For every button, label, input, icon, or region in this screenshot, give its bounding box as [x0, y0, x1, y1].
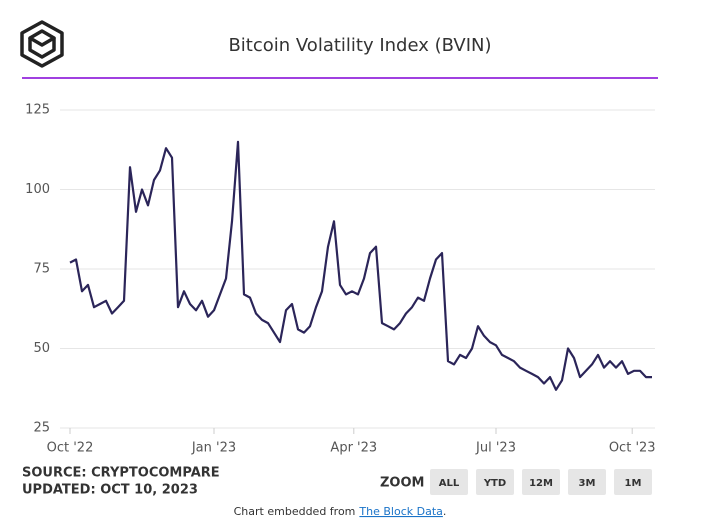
zoom-button-bg [614, 469, 652, 495]
x-tick-label: Jan '23 [191, 441, 236, 456]
y-tick-label: 100 [25, 182, 50, 197]
footer-link[interactable]: The Block Data [358, 505, 442, 518]
zoom-button-bg [522, 469, 560, 495]
y-tick-label: 50 [33, 341, 50, 356]
zoom-button-label[interactable]: 3M [579, 478, 596, 489]
footer: Chart embedded from The Block Data. [234, 505, 447, 518]
zoom-button[interactable]: 12M [522, 469, 560, 495]
zoom-button[interactable]: 3M [568, 469, 606, 495]
zoom-button-label[interactable]: YTD [483, 478, 506, 489]
y-tick-label: 125 [25, 103, 50, 118]
source-text: SOURCE: CRYPTOCOMPARE [22, 466, 220, 481]
zoom-button-bg [476, 469, 514, 495]
zoom-button-label[interactable]: 12M [529, 478, 553, 489]
x-tick-label: Jul '23 [475, 441, 516, 456]
zoom-button-label[interactable]: ALL [439, 478, 460, 489]
y-tick-label: 75 [33, 262, 50, 277]
chart-title: Bitcoin Volatility Index (BVIN) [228, 35, 491, 56]
x-tick-label: Apr '23 [330, 441, 377, 456]
logo [20, 20, 64, 68]
y-tick-label: 25 [33, 421, 50, 436]
zoom-button-label[interactable]: 1M [625, 478, 642, 489]
zoom-button[interactable]: 1M [614, 469, 652, 495]
series-line [69, 140, 652, 391]
x-tick-label: Oct '23 [609, 441, 656, 456]
x-tick-label: Oct '22 [47, 441, 94, 456]
footer-suffix: . [443, 505, 447, 518]
zoom-button-bg [568, 469, 606, 495]
zoom-label: ZOOM [380, 476, 424, 491]
zoom-button[interactable]: ALL [430, 469, 468, 495]
zoom-button[interactable]: YTD [476, 469, 514, 495]
updated-text: UPDATED: OCT 10, 2023 [22, 483, 198, 498]
footer-prefix: Chart embedded from [234, 505, 356, 518]
zoom-button-bg [430, 469, 468, 495]
